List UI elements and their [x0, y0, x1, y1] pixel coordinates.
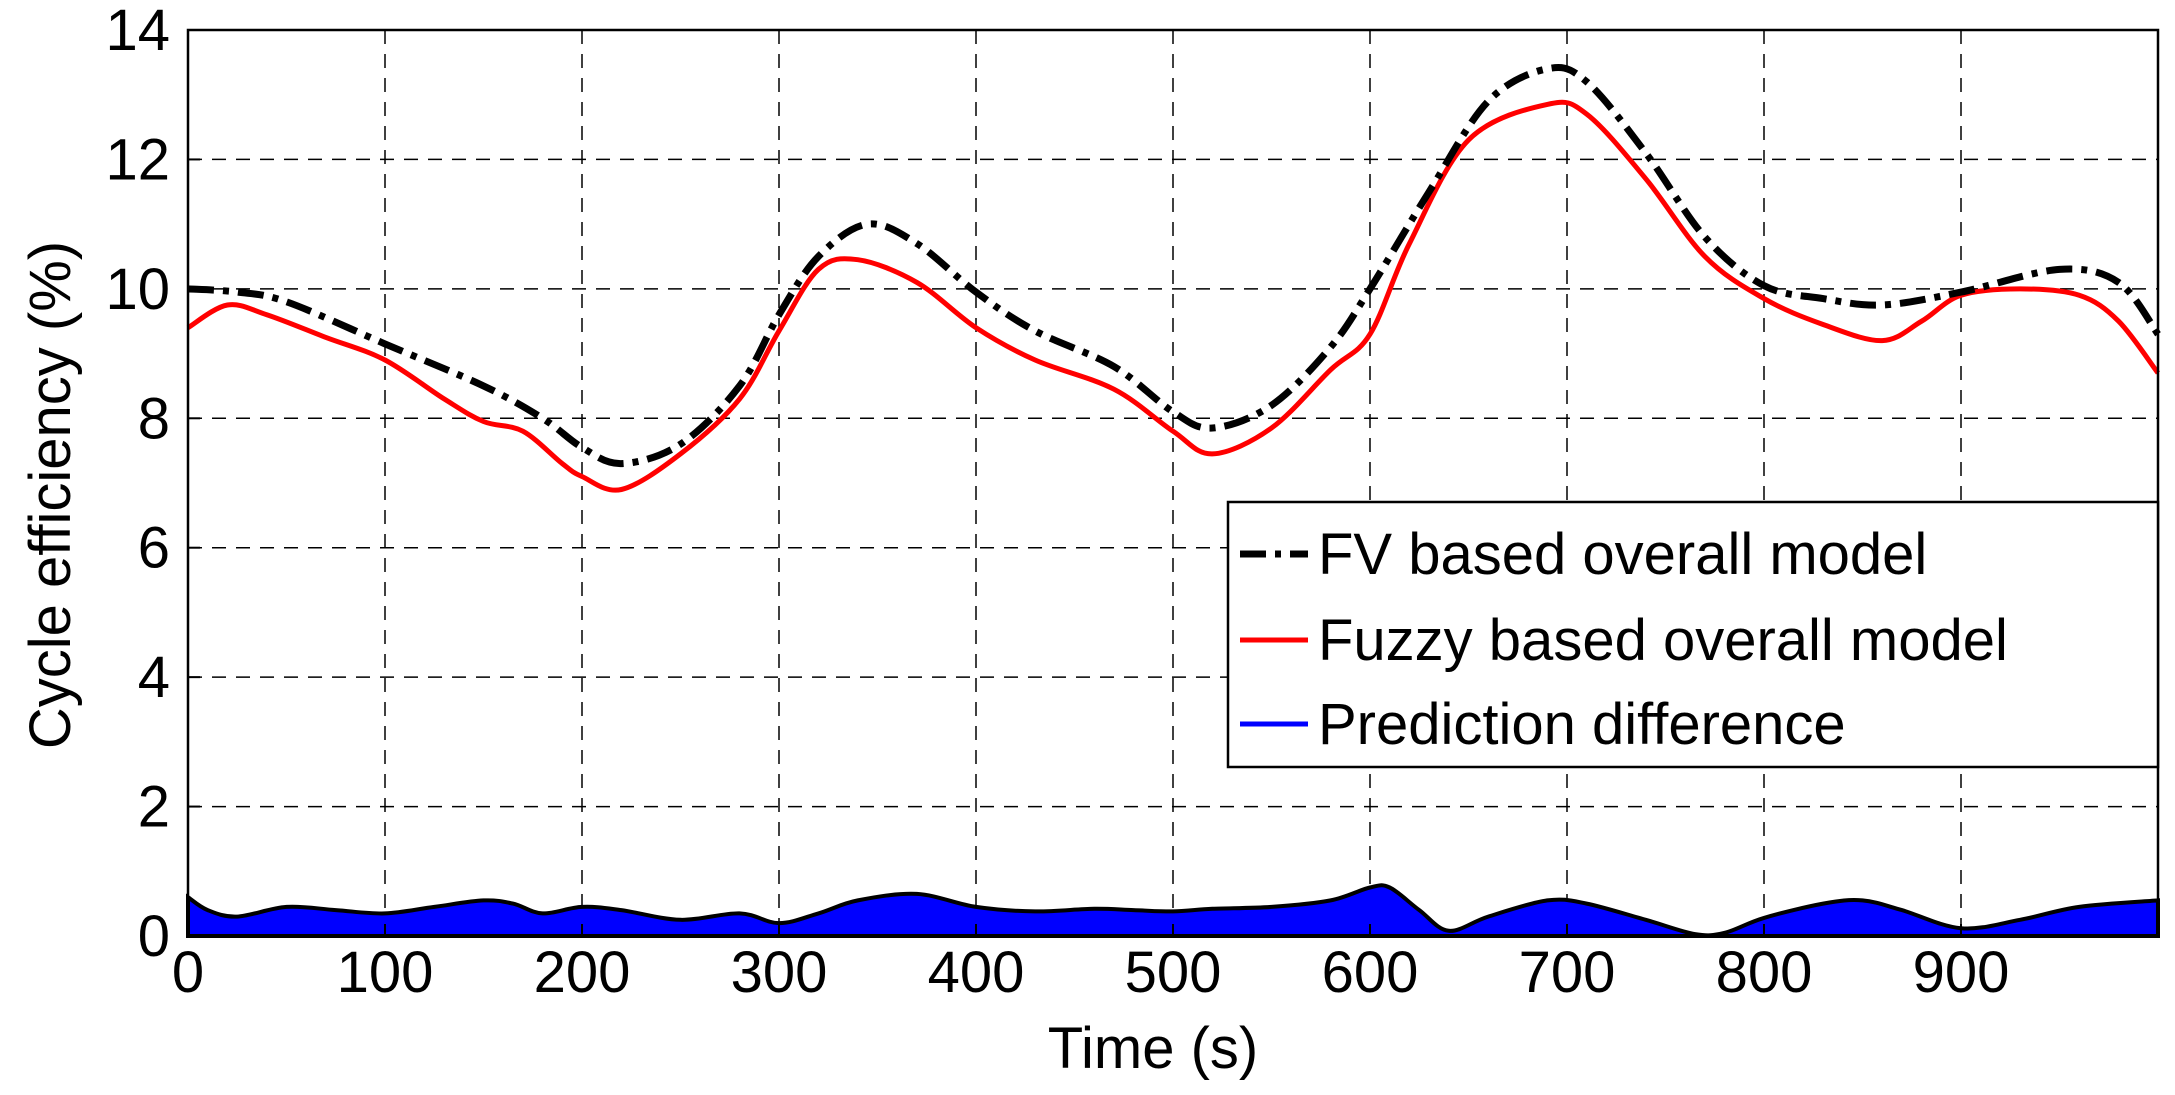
x-tick-label: 300	[731, 940, 828, 1005]
x-tick-label: 0	[172, 940, 204, 1005]
x-tick-label: 100	[337, 940, 434, 1005]
x-tick-label: 500	[1125, 940, 1222, 1005]
x-tick-label: 200	[534, 940, 631, 1005]
y-tick-label: 2	[138, 775, 170, 840]
series-fv-line	[187, 64, 2161, 468]
x-axis-title: Time (s)	[1048, 1016, 1258, 1081]
x-tick-label: 700	[1519, 940, 1616, 1005]
axis-ticks: 0 100 200 300 400 500 600 700 800 900 0 2 4 6 8 10 12 14	[105, 0, 2009, 1005]
y-tick-label: 0	[138, 904, 170, 969]
series-layer	[186, 64, 2161, 938]
x-tick-label: 400	[928, 940, 1025, 1005]
x-tick-label: 900	[1913, 940, 2010, 1005]
y-tick-label: 14	[105, 0, 170, 63]
y-tick-label: 10	[105, 257, 170, 322]
y-tick-label: 12	[105, 127, 170, 192]
y-tick-label: 6	[138, 516, 170, 581]
legend-label-fuzzy: Fuzzy based overall model	[1318, 608, 2008, 673]
gridlines	[188, 30, 2158, 936]
legend-label-fv: FV based overall model	[1318, 522, 1927, 587]
legend-box	[1226, 500, 2160, 769]
y-tick-label: 4	[138, 645, 170, 710]
series-fuzzy-line	[186, 99, 2160, 493]
y-tick-label: 8	[138, 386, 170, 451]
x-tick-label: 600	[1322, 940, 1419, 1005]
x-tick-label: 800	[1716, 940, 1813, 1005]
series-prediction-difference-area	[186, 883, 2160, 938]
legend: FV based overall model Fuzzy based overa…	[1226, 500, 2160, 769]
legend-label-difference: Prediction difference	[1318, 692, 1846, 757]
y-axis-title: Cycle efficiency (%)	[18, 241, 83, 749]
